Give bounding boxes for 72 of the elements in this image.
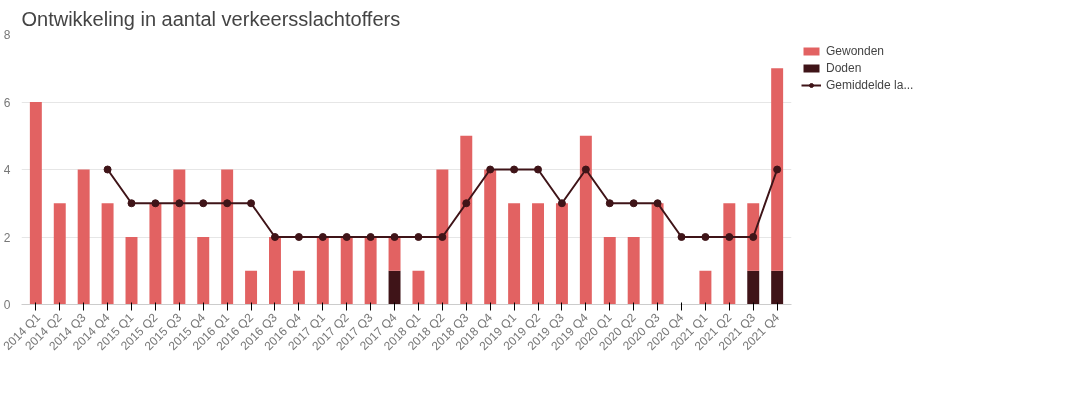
bar — [603, 237, 616, 305]
point — [294, 233, 303, 241]
chart-title: Ontwikkeling in aantal verkeersslachtoffers — [21, 7, 401, 30]
point — [199, 199, 208, 208]
bar — [316, 237, 329, 305]
point — [103, 165, 112, 174]
point — [270, 233, 279, 241]
y-tick-label: 6 — [3, 95, 11, 110]
bar — [173, 169, 186, 305]
point — [557, 199, 566, 208]
bar — [771, 68, 784, 271]
bar — [197, 237, 210, 305]
point — [725, 233, 734, 241]
point — [390, 233, 399, 241]
bar — [699, 270, 712, 305]
bar — [149, 203, 162, 305]
legend-label: Gemiddelde la... — [826, 78, 914, 92]
point — [223, 199, 232, 208]
point — [534, 165, 543, 174]
y-tick-label: 4 — [3, 163, 11, 177]
point — [677, 233, 686, 241]
point — [629, 199, 638, 208]
bar — [77, 169, 90, 305]
bar — [292, 270, 305, 305]
point — [486, 165, 495, 174]
bar — [101, 203, 114, 305]
legend-label: Doden — [826, 61, 862, 75]
bar — [579, 135, 592, 305]
bar — [532, 203, 544, 305]
bar — [460, 135, 473, 305]
y-tick-label: 0 — [3, 298, 11, 312]
point — [318, 233, 327, 241]
point — [653, 199, 662, 208]
bar — [651, 203, 664, 305]
bar — [436, 169, 449, 305]
bar — [125, 237, 138, 305]
bar — [747, 203, 760, 271]
bar — [53, 203, 66, 305]
bar — [340, 237, 353, 305]
bar — [771, 270, 784, 305]
point — [175, 199, 184, 208]
point — [342, 233, 351, 241]
bar — [508, 203, 521, 305]
point — [605, 199, 614, 208]
y-tick-label: 2 — [3, 230, 11, 245]
bar — [269, 237, 281, 305]
bar — [388, 270, 401, 305]
point — [462, 199, 471, 208]
point — [366, 233, 375, 241]
point — [773, 165, 782, 174]
point — [581, 165, 590, 174]
bar — [221, 169, 234, 305]
point — [247, 199, 256, 208]
bar — [627, 237, 640, 305]
bar — [388, 237, 401, 271]
y-tick-label: 8 — [3, 28, 11, 42]
bar — [484, 169, 497, 305]
point — [414, 233, 423, 241]
bar — [412, 270, 425, 305]
bar — [555, 203, 568, 305]
point — [749, 233, 758, 241]
bar — [364, 237, 377, 305]
point — [438, 233, 447, 241]
bar — [723, 203, 736, 305]
bar — [245, 270, 258, 305]
point — [701, 233, 710, 241]
point — [151, 199, 160, 208]
bar — [29, 102, 42, 305]
point — [510, 165, 519, 174]
bar — [747, 270, 760, 305]
legend-label: Gewonden — [826, 44, 885, 58]
point — [127, 199, 136, 208]
